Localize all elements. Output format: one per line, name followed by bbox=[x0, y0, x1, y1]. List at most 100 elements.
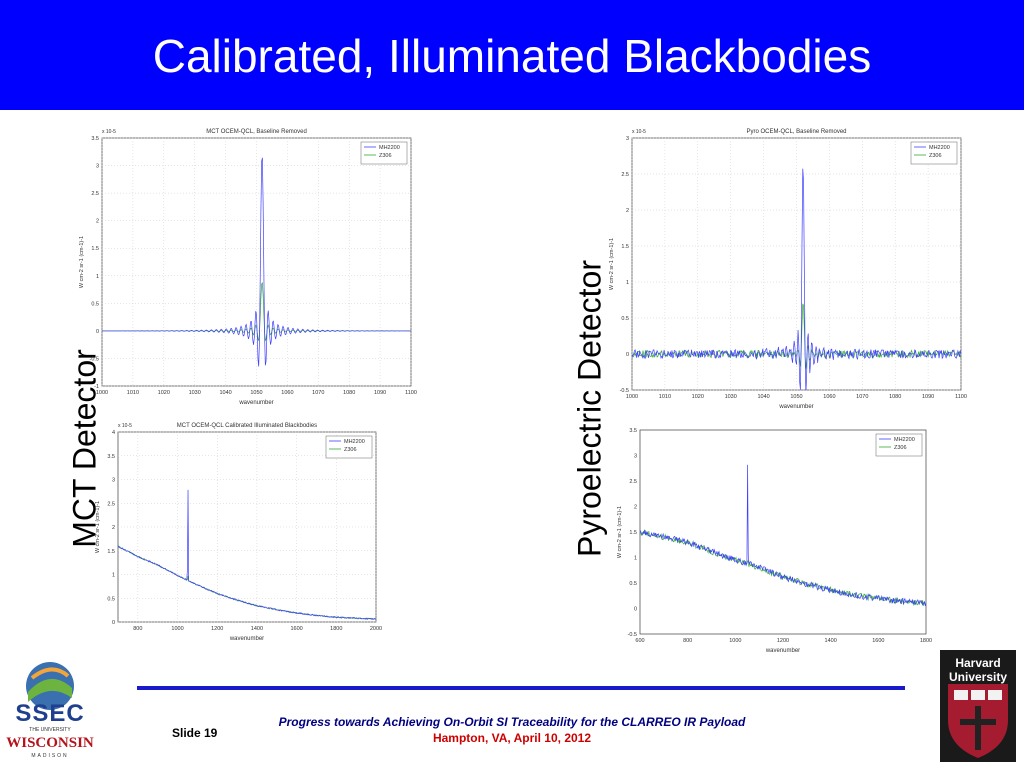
x-axis-label: wavenumber bbox=[229, 636, 264, 642]
x-tick-label: 1040 bbox=[757, 394, 769, 400]
legend-label-mh2200: MH2200 bbox=[379, 145, 400, 151]
legend-label-z306: Z306 bbox=[929, 153, 942, 159]
x-tick-label: 1080 bbox=[343, 390, 355, 396]
y-tick-label: 1.5 bbox=[91, 246, 99, 252]
legend-label-mh2200: MH2200 bbox=[929, 145, 950, 151]
y-tick-label: -0.5 bbox=[628, 632, 637, 638]
legend-box bbox=[360, 141, 408, 165]
y-axis-label: W cm-2 sr-1 (cm-1)-1 bbox=[617, 506, 623, 558]
x-tick-label: 1000 bbox=[729, 638, 741, 644]
y-tick-label: 3 bbox=[112, 478, 115, 484]
x-axis-label: wavenumber bbox=[765, 648, 800, 654]
x-tick-label: 1600 bbox=[290, 626, 302, 632]
y-tick-label: 1.5 bbox=[621, 244, 629, 250]
slide-title: Calibrated, Illuminated Blackbodies bbox=[152, 30, 872, 82]
series-line-mh2200 bbox=[640, 464, 926, 607]
y-tick-label: 0 bbox=[634, 607, 637, 613]
y-tick-label: 1 bbox=[634, 556, 637, 562]
y-tick-label: 1 bbox=[96, 274, 99, 280]
x-tick-label: 600 bbox=[635, 638, 644, 644]
y-tick-label: 3 bbox=[96, 164, 99, 170]
y-tick-label: 3 bbox=[634, 454, 637, 460]
x-tick-label: 1040 bbox=[219, 390, 231, 396]
x-tick-label: 1070 bbox=[856, 394, 868, 400]
y-tick-label: 0.5 bbox=[107, 596, 115, 602]
y-tick-label: 2.5 bbox=[107, 501, 115, 507]
x-tick-label: 1000 bbox=[626, 394, 638, 400]
x-tick-label: 800 bbox=[683, 638, 692, 644]
harvard-logo bbox=[940, 650, 1016, 762]
x-tick-label: 1010 bbox=[127, 390, 139, 396]
legend-box bbox=[875, 433, 923, 457]
y-exponent-label: x 10-5 bbox=[632, 129, 646, 135]
x-tick-label: 1020 bbox=[692, 394, 704, 400]
title-bar bbox=[0, 0, 1024, 110]
x-tick-label: 1080 bbox=[889, 394, 901, 400]
chart-title: Pyro OCEM-QCL, Baseline Removed bbox=[746, 129, 846, 135]
y-tick-label: 4 bbox=[112, 430, 115, 436]
uw-logo-line3: MADISON bbox=[31, 753, 69, 759]
harvard-logo-line2: University bbox=[948, 670, 1008, 684]
x-tick-label: 800 bbox=[133, 626, 142, 632]
pyro-calibrated-chart: 600 800 1000 1200 1400 1600 1800 -0.5 0 0.5 1 1.5 2 2… bbox=[617, 428, 932, 654]
y-tick-label: 1 bbox=[626, 280, 629, 286]
plot-area bbox=[639, 429, 927, 635]
y-tick-label: 3.5 bbox=[107, 454, 115, 460]
x-tick-label: 1000 bbox=[96, 390, 108, 396]
x-tick-label: 1100 bbox=[405, 390, 417, 396]
y-tick-label: 1 bbox=[112, 573, 115, 579]
chart-title: MCT OCEM-QCL, Baseline Removed bbox=[206, 129, 307, 135]
y-tick-label: -1 bbox=[94, 384, 99, 390]
mct-calibrated-chart: MCT OCEM-QCL Calibrated Illuminated Blac… bbox=[95, 423, 382, 642]
y-tick-label: 2.5 bbox=[621, 172, 629, 178]
legend-label-mh2200: MH2200 bbox=[894, 437, 915, 443]
harvard-shield-icon bbox=[948, 684, 1008, 758]
legend-label-z306: Z306 bbox=[344, 447, 357, 453]
legend-box bbox=[910, 141, 958, 165]
y-tick-label: 3.5 bbox=[629, 428, 637, 434]
y-tick-label: 1.5 bbox=[629, 530, 637, 536]
y-tick-label: 2 bbox=[626, 208, 629, 214]
y-tick-label: 0.5 bbox=[621, 316, 629, 322]
footer-rule bbox=[137, 686, 905, 690]
x-tick-label: 1200 bbox=[211, 626, 223, 632]
x-tick-label: 1010 bbox=[659, 394, 671, 400]
x-tick-label: 1400 bbox=[825, 638, 837, 644]
footer-title: Progress towards Achieving On-Orbit SI T… bbox=[278, 715, 746, 729]
y-tick-label: -0.5 bbox=[90, 356, 99, 362]
series-line-mh2200 bbox=[102, 157, 411, 367]
legend-box bbox=[325, 435, 373, 459]
y-tick-label: 2 bbox=[112, 525, 115, 531]
x-tick-label: 1090 bbox=[922, 394, 934, 400]
y-tick-label: 0 bbox=[112, 620, 115, 626]
y-tick-label: 0 bbox=[626, 352, 629, 358]
y-exponent-label: x 10-5 bbox=[102, 129, 116, 135]
x-axis-label: wavenumber bbox=[778, 404, 813, 410]
x-tick-label: 1050 bbox=[790, 394, 802, 400]
y-tick-label: 2 bbox=[634, 505, 637, 511]
x-tick-label: 1050 bbox=[250, 390, 262, 396]
x-tick-label: 1800 bbox=[920, 638, 932, 644]
y-tick-label: 3 bbox=[626, 136, 629, 142]
y-tick-label: 0 bbox=[96, 329, 99, 335]
x-tick-label: 1200 bbox=[777, 638, 789, 644]
y-tick-label: 3.5 bbox=[91, 136, 99, 142]
uw-logo-wisconsin: WISCONSIN bbox=[6, 735, 94, 751]
legend-label-mh2200: MH2200 bbox=[344, 439, 365, 445]
x-tick-label: 1060 bbox=[281, 390, 293, 396]
legend-label-z306: Z306 bbox=[379, 153, 392, 159]
y-tick-label: -0.5 bbox=[620, 388, 629, 394]
mct-baseline-chart: MCT OCEM-QCL, Baseline Removed x 10-5 1000… bbox=[79, 129, 417, 406]
y-axis-label: W cm-2 sr-1 (cm-1)-1 bbox=[79, 236, 85, 288]
y-axis-label: W cm-2 sr-1 (cm-1)-1 bbox=[95, 501, 101, 553]
y-tick-label: 2.5 bbox=[91, 191, 99, 197]
series-line-mh2200 bbox=[632, 168, 961, 390]
harvard-logo-line1: Harvard bbox=[955, 656, 1001, 670]
y-tick-label: 0.5 bbox=[629, 581, 637, 587]
x-axis-label: wavenumber bbox=[238, 400, 273, 406]
x-tick-label: 1030 bbox=[189, 390, 201, 396]
y-tick-label: 1.5 bbox=[107, 549, 115, 555]
x-tick-label: 1400 bbox=[251, 626, 263, 632]
x-tick-label: 1100 bbox=[955, 394, 967, 400]
